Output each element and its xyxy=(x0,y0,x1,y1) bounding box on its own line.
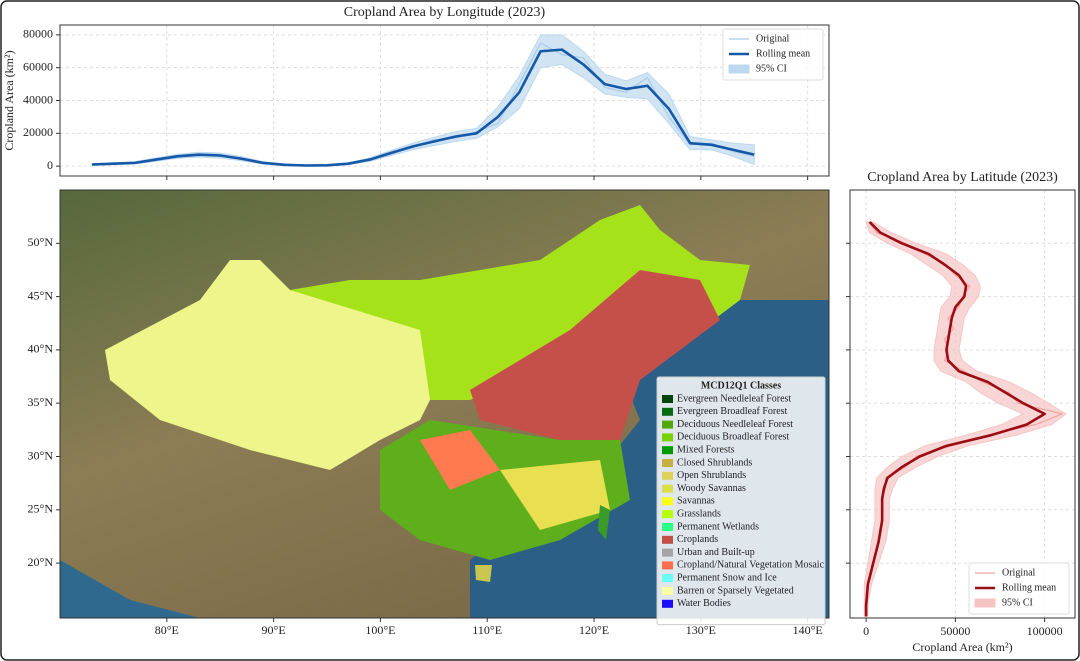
legend-swatch xyxy=(662,497,673,506)
x-tick-label: 0 xyxy=(863,624,869,638)
x-tick-label: 50000 xyxy=(940,624,970,638)
legend-swatch xyxy=(662,459,673,467)
legend-label: Open Shrublands xyxy=(677,470,746,481)
map-savanna xyxy=(500,460,610,530)
axes-frame xyxy=(59,24,830,177)
ci-band xyxy=(863,221,1067,617)
legend-box xyxy=(656,376,826,626)
legend-swatch xyxy=(662,433,673,442)
y-tick-label: 30°N xyxy=(28,448,54,462)
legend-label: Deciduous Needleleaf Forest xyxy=(677,419,793,430)
y-tick-label: 50°N xyxy=(28,235,54,249)
legend-label: Rolling mean xyxy=(756,48,810,59)
y-tick-label: 40000 xyxy=(23,92,53,106)
legend-swatch xyxy=(662,484,673,493)
series-line xyxy=(864,221,1046,617)
x-tick-label: 80°E xyxy=(155,623,179,637)
legend-swatch xyxy=(662,561,673,570)
legend-label: Rolling mean xyxy=(1002,582,1056,593)
legend-label: Closed Shrublands xyxy=(677,457,752,468)
map-mosaic xyxy=(420,430,500,490)
map-island xyxy=(598,505,610,540)
y-tick-label: 40°N xyxy=(28,342,54,356)
legend-swatch xyxy=(662,574,673,583)
y-tick-label: 45°N xyxy=(28,288,54,302)
legend-swatch xyxy=(728,64,750,74)
legend-label: Evergreen Broadleaf Forest xyxy=(677,406,788,417)
legend-label: 95% CI xyxy=(756,63,787,74)
legend-label: Croplands xyxy=(677,534,718,545)
y-tick-label: 80000 xyxy=(23,27,53,41)
legend-swatch xyxy=(974,598,996,608)
x-axis-label: Cropland Area (km²) xyxy=(912,640,1012,654)
chart-title: Cropland Area by Latitude (2023) xyxy=(867,170,1058,185)
legend-label: Water Bodies xyxy=(677,598,731,609)
map-frame xyxy=(59,189,830,619)
legend-swatch xyxy=(662,523,673,531)
map-sea xyxy=(60,560,200,618)
legend-label: Urban and Built-up xyxy=(677,547,755,558)
y-tick-label: 20°N xyxy=(28,555,54,569)
x-tick-label: 130°E xyxy=(686,623,716,637)
x-tick-label: 140°E xyxy=(793,623,823,637)
legend-swatch xyxy=(662,420,673,429)
legend-label: Evergreen Needleleaf Forest xyxy=(677,393,791,404)
legend-title: MCD12Q1 Classes xyxy=(701,380,781,391)
map-grassland xyxy=(290,205,750,400)
legend-swatch xyxy=(662,535,673,544)
legend-label: Woody Savannas xyxy=(677,483,746,494)
legend-label: Permanent Wetlands xyxy=(677,521,759,532)
y-tick-label: 25°N xyxy=(28,502,54,516)
x-tick-label: 100°E xyxy=(365,623,395,637)
y-tick-label: 35°N xyxy=(28,395,54,409)
legend-label: Deciduous Broadleaf Forest xyxy=(677,432,789,443)
legend-label: Original xyxy=(1002,567,1036,578)
y-tick-label: 20000 xyxy=(23,125,53,139)
map-island xyxy=(475,565,492,582)
legend-label: Mixed Forests xyxy=(677,444,735,455)
legend-label: Cropland/Natural Vegetation Mosaic xyxy=(677,560,825,571)
chart-title: Cropland Area by Longitude (2023) xyxy=(344,5,546,20)
axes-frame xyxy=(849,189,1076,619)
legend-swatch xyxy=(662,587,673,595)
x-tick-label: 90°E xyxy=(262,623,286,637)
ci-band xyxy=(91,34,755,167)
x-tick-label: 120°E xyxy=(579,623,609,637)
legend-label: Grasslands xyxy=(677,508,721,519)
y-axis-label: Cropland Area (km²) xyxy=(2,50,16,150)
legend-label: Permanent Snow and Ice xyxy=(677,572,777,583)
legend-label: Savannas xyxy=(677,496,715,507)
legend-swatch xyxy=(662,471,673,480)
map-cropland xyxy=(470,270,720,440)
legend-swatch xyxy=(662,395,673,403)
legend-swatch xyxy=(662,548,673,557)
legend-label: 95% CI xyxy=(1002,597,1033,608)
y-tick-label: 0 xyxy=(47,158,53,172)
x-tick-label: 100000 xyxy=(1027,624,1063,638)
x-tick-label: 110°E xyxy=(472,623,502,637)
legend-swatch xyxy=(662,446,673,455)
series-line xyxy=(91,48,755,167)
legend-label: Barren or Sparsely Vegetated xyxy=(677,585,794,596)
legend-swatch xyxy=(662,510,673,519)
legend-label: Original xyxy=(756,33,790,44)
legend-swatch xyxy=(662,407,673,416)
y-tick-label: 60000 xyxy=(23,59,53,73)
legend-swatch xyxy=(662,599,673,608)
